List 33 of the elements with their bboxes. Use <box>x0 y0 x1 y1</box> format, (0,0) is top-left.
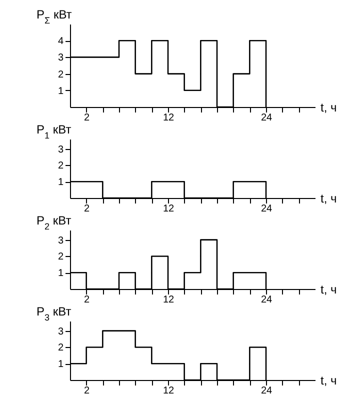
y-tick-label: 4 <box>58 36 64 48</box>
x-tick-label: 24 <box>260 294 272 306</box>
y-tick-label: 1 <box>58 268 64 280</box>
x-axis-title: t, ч <box>320 192 337 206</box>
y-tick-label: 3 <box>58 235 64 246</box>
y-tick-label: 3 <box>58 326 64 338</box>
y-tick-label: 2 <box>58 252 64 263</box>
x-tick-label: 12 <box>162 386 174 396</box>
x-tick-label: 12 <box>162 112 174 124</box>
x-axis-title: t, ч <box>320 100 337 114</box>
y-tick-label: 1 <box>58 359 64 370</box>
y-axis-title: P$_{3}$ кВт <box>36 304 72 322</box>
x-tick-label: 24 <box>260 386 272 396</box>
y-tick-label: 3 <box>58 144 64 156</box>
y-axis-title: P$_{1}$ кВт <box>36 122 72 140</box>
y-tick-label: 1 <box>58 177 64 188</box>
y-tick-label: 2 <box>58 69 64 80</box>
x-tick-label: 2 <box>84 386 90 396</box>
x-tick-label: 24 <box>260 204 272 214</box>
y-tick-label: 1 <box>58 86 64 97</box>
y-axis-title: P$_{Σ}$ кВт <box>36 8 72 26</box>
y-tick-label: 2 <box>58 160 64 172</box>
x-tick-label: 2 <box>84 112 90 124</box>
x-axis-title: t, ч <box>320 374 337 388</box>
x-tick-label: 2 <box>84 204 90 214</box>
x-tick-label: 24 <box>260 112 272 124</box>
y-tick-label: 2 <box>58 342 64 354</box>
y-axis-title: P$_{2}$ кВт <box>36 214 72 232</box>
x-tick-label: 2 <box>84 294 90 306</box>
x-tick-label: 12 <box>162 204 174 214</box>
y-tick-label: 3 <box>58 52 64 64</box>
x-tick-label: 12 <box>162 294 174 306</box>
x-axis-title: t, ч <box>320 282 337 296</box>
